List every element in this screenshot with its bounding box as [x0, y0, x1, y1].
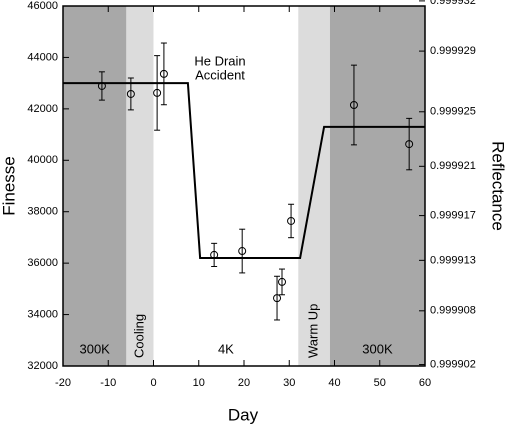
region [329, 6, 425, 366]
point [159, 69, 168, 78]
region [63, 6, 127, 366]
region-label: Cooling [131, 314, 146, 358]
annotation: He Drain [194, 53, 245, 68]
region-label: 300K [362, 341, 393, 356]
plot-frame [62, 5, 426, 367]
x-tick-label: 40 [328, 377, 340, 389]
x-tick-label: 10 [193, 377, 205, 389]
y-tick-label: 32000 [27, 360, 58, 372]
x-tick-label: 0 [150, 377, 156, 389]
point [238, 247, 247, 256]
y2-tick-label: 0.999921 [430, 160, 476, 172]
y2-tick-label: 0.999908 [430, 305, 476, 317]
region-label: 300K [79, 341, 110, 356]
step-line [63, 82, 425, 259]
point [349, 101, 358, 109]
y2-tick-label: 0.999917 [430, 210, 476, 222]
region [153, 6, 299, 366]
x-tick-label: 30 [283, 377, 295, 389]
region-label: Warm Up [306, 304, 321, 358]
point [287, 216, 296, 225]
x-tick-label: 50 [374, 377, 386, 389]
region-label: 4K [218, 341, 234, 356]
region [126, 6, 154, 366]
point [405, 140, 414, 149]
y2-tick-label: 0.999925 [430, 106, 476, 118]
y-tick-label: 36000 [27, 257, 58, 269]
y2-tick-label: 0.999929 [430, 45, 476, 57]
point [153, 88, 162, 97]
x-tick-label: 20 [238, 377, 250, 389]
y-tick-label: 38000 [27, 206, 58, 218]
y-tick-label: 42000 [27, 103, 58, 115]
y-tick-label: 44000 [27, 51, 58, 63]
point [278, 277, 287, 286]
x-tick-label: -10 [100, 377, 116, 389]
point [126, 89, 135, 98]
x-axis-label: Day [228, 405, 259, 424]
annotation: Accident [195, 67, 245, 82]
x-tick-label: 60 [419, 377, 431, 389]
y2-tick-label: 0.999902 [430, 358, 476, 370]
y-tick-label: 40000 [27, 154, 58, 166]
y-tick-label: 46000 [27, 0, 58, 12]
x-tick-label: -20 [55, 377, 71, 389]
y2-tick-label: 0.999932 [430, 0, 476, 7]
point [273, 294, 282, 303]
y-axis-label: Finesse [0, 156, 18, 216]
y-tick-label: 34000 [27, 308, 58, 320]
y2-axis-label: Reflectance [489, 141, 508, 231]
y2-tick-label: 0.999913 [430, 254, 476, 266]
